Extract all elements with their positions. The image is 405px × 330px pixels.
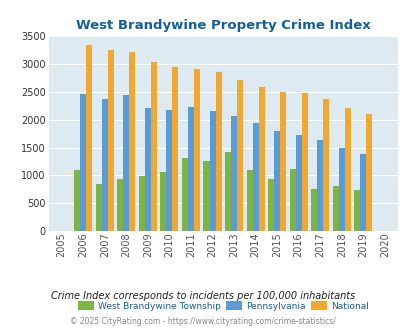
Bar [123,95,129,231]
Bar [160,172,166,231]
Bar [311,189,316,231]
Bar [301,93,307,231]
Bar [145,108,151,231]
Bar [332,186,338,231]
Bar [139,177,145,231]
Bar [295,135,301,231]
Title: West Brandywine Property Crime Index: West Brandywine Property Crime Index [76,19,370,32]
Bar [360,154,365,231]
Bar [344,108,350,231]
Bar [107,50,113,231]
Bar [215,72,221,231]
Bar [365,114,371,231]
Text: Crime Index corresponds to incidents per 100,000 inhabitants: Crime Index corresponds to incidents per… [51,291,354,301]
Text: © 2025 CityRating.com - https://www.cityrating.com/crime-statistics/: © 2025 CityRating.com - https://www.city… [70,317,335,326]
Bar [181,158,188,231]
Bar [166,110,172,231]
Legend: West Brandywine Township, Pennsylvania, National: West Brandywine Township, Pennsylvania, … [74,298,371,314]
Bar [96,184,102,231]
Bar [209,111,215,231]
Bar [246,170,252,231]
Bar [224,152,230,231]
Bar [86,45,92,231]
Bar [194,69,200,231]
Bar [273,131,279,231]
Bar [230,116,237,231]
Bar [117,179,123,231]
Bar [322,99,328,231]
Bar [267,179,273,231]
Bar [354,190,360,231]
Bar [316,140,322,231]
Bar [188,107,194,231]
Bar [338,148,344,231]
Bar [203,161,209,231]
Bar [102,99,107,231]
Bar [151,62,156,231]
Bar [289,169,295,231]
Bar [172,67,178,231]
Bar [279,92,286,231]
Bar [252,123,258,231]
Bar [258,87,264,231]
Bar [80,94,86,231]
Bar [129,52,135,231]
Bar [237,80,243,231]
Bar [74,170,80,231]
